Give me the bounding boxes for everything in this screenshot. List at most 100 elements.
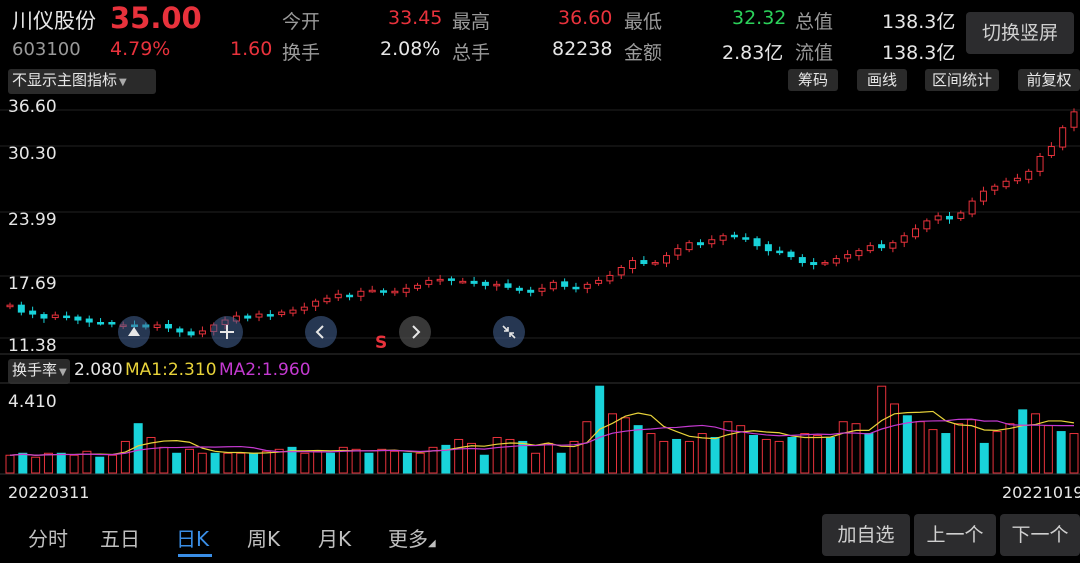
turnover-bar: [928, 429, 938, 474]
candle: [187, 328, 195, 338]
add-watchlist-button[interactable]: 加自选: [822, 514, 910, 556]
previous-button[interactable]: 上一个: [914, 514, 996, 556]
candle: [549, 279, 557, 292]
turnover-bar: [697, 433, 707, 474]
turnover-bar: [402, 452, 412, 474]
ma2-line: [9, 418, 1074, 456]
candle: [402, 283, 410, 298]
turnover-bar: [172, 452, 182, 474]
candle: [821, 260, 829, 267]
tab-daily-k[interactable]: 日K: [176, 527, 210, 551]
caret-down-icon: ▼: [119, 77, 127, 88]
collapse-arrows-icon: [502, 325, 516, 339]
candle: [844, 250, 852, 263]
turnover-bar: [184, 448, 194, 474]
tab-weekly-k[interactable]: 周K: [247, 527, 281, 551]
turnover-bar: [710, 436, 720, 474]
turnover-bar: [338, 446, 348, 474]
date-end: 20221019: [1002, 483, 1080, 502]
zoom-out-button[interactable]: [118, 316, 150, 348]
turnover-bar: [197, 452, 207, 474]
caret-down-icon: ▼: [59, 367, 67, 378]
turnover-bar: [723, 421, 733, 474]
high-value: 36.60: [558, 7, 613, 29]
volume-value: 82238: [552, 38, 613, 60]
candle: [289, 306, 297, 317]
chip-draw[interactable]: 画线: [857, 69, 907, 91]
candle: [572, 282, 580, 293]
tab-monthly-k[interactable]: 月K: [318, 527, 352, 551]
chip-range-stats[interactable]: 区间统计: [925, 69, 999, 91]
corner-triangle-icon: ◢: [428, 538, 436, 549]
turnover-bar: [556, 452, 566, 474]
crosshair-button[interactable]: [211, 316, 243, 348]
turnover-bar: [749, 435, 759, 474]
turnover-bar: [466, 442, 476, 474]
turnover-bar: [941, 433, 951, 474]
open-value: 33.45: [388, 7, 443, 29]
turnover-chart[interactable]: [0, 382, 1080, 477]
turnover-bar: [736, 425, 746, 474]
candle: [481, 279, 489, 290]
turnover-bar: [95, 456, 105, 474]
turnover-bar: [787, 436, 797, 474]
price-axis-2: 30.30: [8, 144, 57, 164]
shrink-button[interactable]: [493, 316, 525, 348]
tab-five-day[interactable]: 五日: [100, 527, 140, 551]
turnover-bar: [1056, 431, 1066, 474]
candle: [832, 255, 840, 267]
candle: [391, 287, 399, 296]
high-label: 最高: [452, 11, 491, 33]
turnover-bar: [377, 448, 387, 474]
change-amount: 1.60: [230, 38, 273, 60]
chip-chips[interactable]: 筹码: [788, 69, 838, 91]
turnover-bar: [120, 440, 130, 474]
sell-signal-marker: S: [375, 333, 388, 353]
candle: [696, 239, 704, 248]
tab-intraday[interactable]: 分时: [28, 527, 68, 551]
candle: [1047, 142, 1055, 158]
candle: [51, 311, 59, 321]
candle: [244, 313, 252, 322]
candle: [255, 310, 263, 322]
candle: [617, 265, 625, 279]
chevron-right-icon: [412, 325, 421, 339]
candle: [606, 270, 614, 285]
turnover-bar: [659, 440, 669, 474]
turnover-bar: [1069, 433, 1079, 474]
turnover-rate-value: 2.080: [74, 360, 123, 380]
candle: [561, 278, 569, 290]
ma2-value: MA2:1.960: [219, 360, 311, 380]
sub-indicator-select[interactable]: 换手率 ▼: [8, 359, 70, 384]
candle: [538, 283, 546, 297]
turnover-bar: [915, 421, 925, 474]
low-value: 32.32: [732, 7, 787, 29]
turnover-bar: [5, 454, 15, 474]
candle: [968, 197, 976, 218]
turnover-bar: [966, 419, 976, 474]
candle: [934, 212, 942, 224]
scroll-left-button[interactable]: [305, 316, 337, 348]
next-button[interactable]: 下一个: [1000, 514, 1080, 556]
tab-more[interactable]: 更多◢: [388, 523, 436, 552]
candle: [29, 306, 37, 319]
turnover-bar: [31, 456, 41, 474]
candlestick-chart[interactable]: [0, 92, 1080, 357]
candle: [198, 326, 206, 338]
turnover-bar: [800, 433, 810, 474]
active-tab-indicator: [178, 554, 212, 557]
turnover-bar: [620, 417, 630, 474]
candle: [97, 318, 105, 326]
change-percent: 4.79%: [110, 38, 171, 60]
main-indicator-select[interactable]: 不显示主图指标 ▼: [8, 69, 156, 94]
turnover-label: 换手: [282, 42, 321, 64]
switch-portrait-button[interactable]: 切换竖屏: [966, 12, 1074, 54]
candle: [1002, 177, 1010, 190]
main-indicator-label: 不显示主图指标: [12, 71, 118, 89]
chip-adjust[interactable]: 前复权: [1018, 69, 1080, 91]
scroll-right-button[interactable]: [399, 316, 431, 348]
candle: [685, 240, 693, 253]
candle: [651, 260, 659, 266]
candle: [583, 281, 591, 294]
candle: [447, 276, 455, 286]
